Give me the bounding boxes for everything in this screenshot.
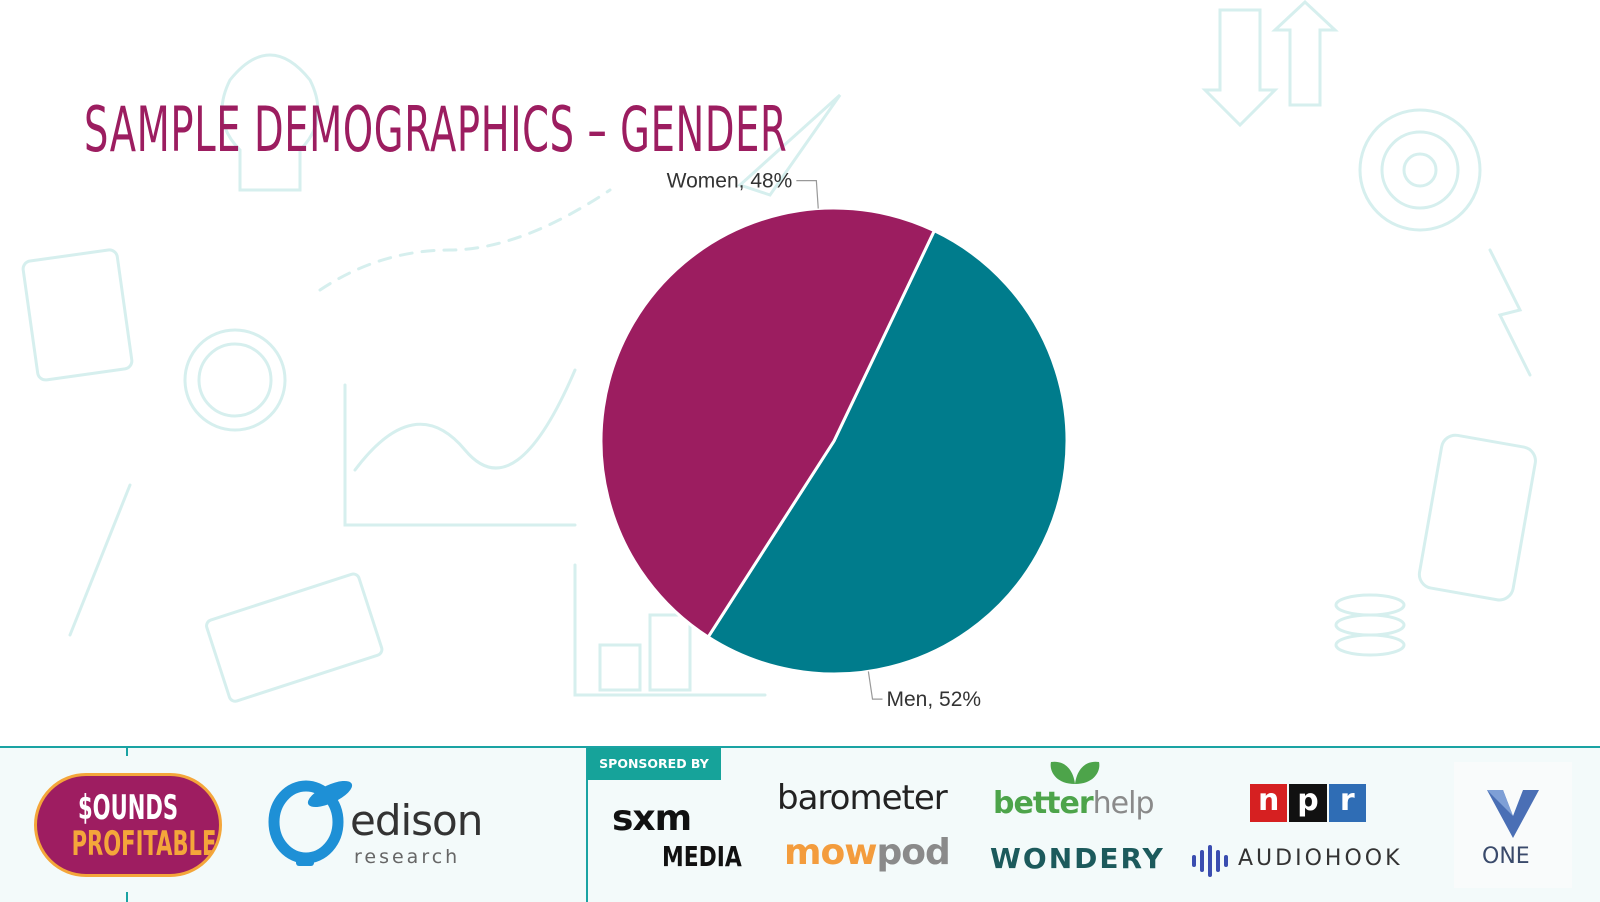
footer-divider: [586, 748, 588, 902]
audiohook-logo: AUDIOHOOK: [1238, 846, 1403, 871]
pie-slices: [599, 206, 1069, 676]
edison-subtitle: research: [354, 846, 461, 868]
pie-label-men: Men, 52%: [887, 688, 982, 711]
npr-logo-n: n: [1250, 784, 1288, 822]
npr-logo-p: p: [1289, 784, 1327, 822]
npr-logo-r: r: [1328, 784, 1366, 822]
footer-logo-bar: $OUNDS PROFITABLE edison research SPONSO…: [0, 746, 1600, 902]
audiohook-waveform-icon: [1192, 845, 1228, 877]
pie-slice-men: [706, 228, 1069, 676]
barometer-logo: barometer: [777, 778, 948, 818]
background-doodles: [21, 0, 1537, 703]
sounds-profitable-line2: PROFITABLE: [71, 824, 217, 864]
pie-slice-women: [599, 206, 937, 640]
sponsored-by-tag: SPONSORED BY: [587, 748, 721, 780]
one-logo: ONE: [1482, 844, 1530, 869]
sxm-logo-line2: MEDIA: [662, 840, 742, 873]
mowpod-logo: mowpod: [784, 832, 951, 873]
edison-swirl-icon: [268, 780, 353, 866]
wondery-logo: WONDERY: [990, 842, 1165, 875]
pie-label-women: Women, 48%: [667, 170, 793, 193]
mowpod-logo-part1: mow: [784, 832, 878, 873]
edison-wordmark: edison: [350, 796, 483, 845]
gender-pie-chart: Men, 52% Women, 48%: [599, 170, 1069, 712]
sxm-logo-line1: sxm: [612, 798, 692, 839]
betterhelp-leaf-icon: [1050, 761, 1100, 784]
mowpod-logo-part2: pod: [876, 832, 951, 873]
betterhelp-logo: betterhelp: [993, 786, 1155, 821]
leader-line-men: [867, 671, 883, 700]
betterhelp-logo-part2: help: [1092, 786, 1155, 821]
one-v-icon: [1487, 790, 1539, 838]
edison-research-logo: edison research: [268, 772, 498, 882]
footer-divider: [126, 748, 128, 756]
betterhelp-logo-part1: better: [993, 786, 1094, 821]
footer-divider: [126, 892, 128, 902]
pie-leader-lines: [796, 179, 883, 700]
leader-line-women: [796, 179, 819, 209]
sounds-profitable-logo: $OUNDS PROFITABLE: [34, 773, 222, 877]
pie-labels: Men, 52% Women, 48%: [667, 170, 981, 712]
npr-logo: n p r: [1250, 784, 1366, 822]
sounds-profitable-line1: $OUNDS: [77, 788, 179, 828]
page-title: SAMPLE DEMOGRAPHICS – GENDER: [84, 93, 788, 166]
